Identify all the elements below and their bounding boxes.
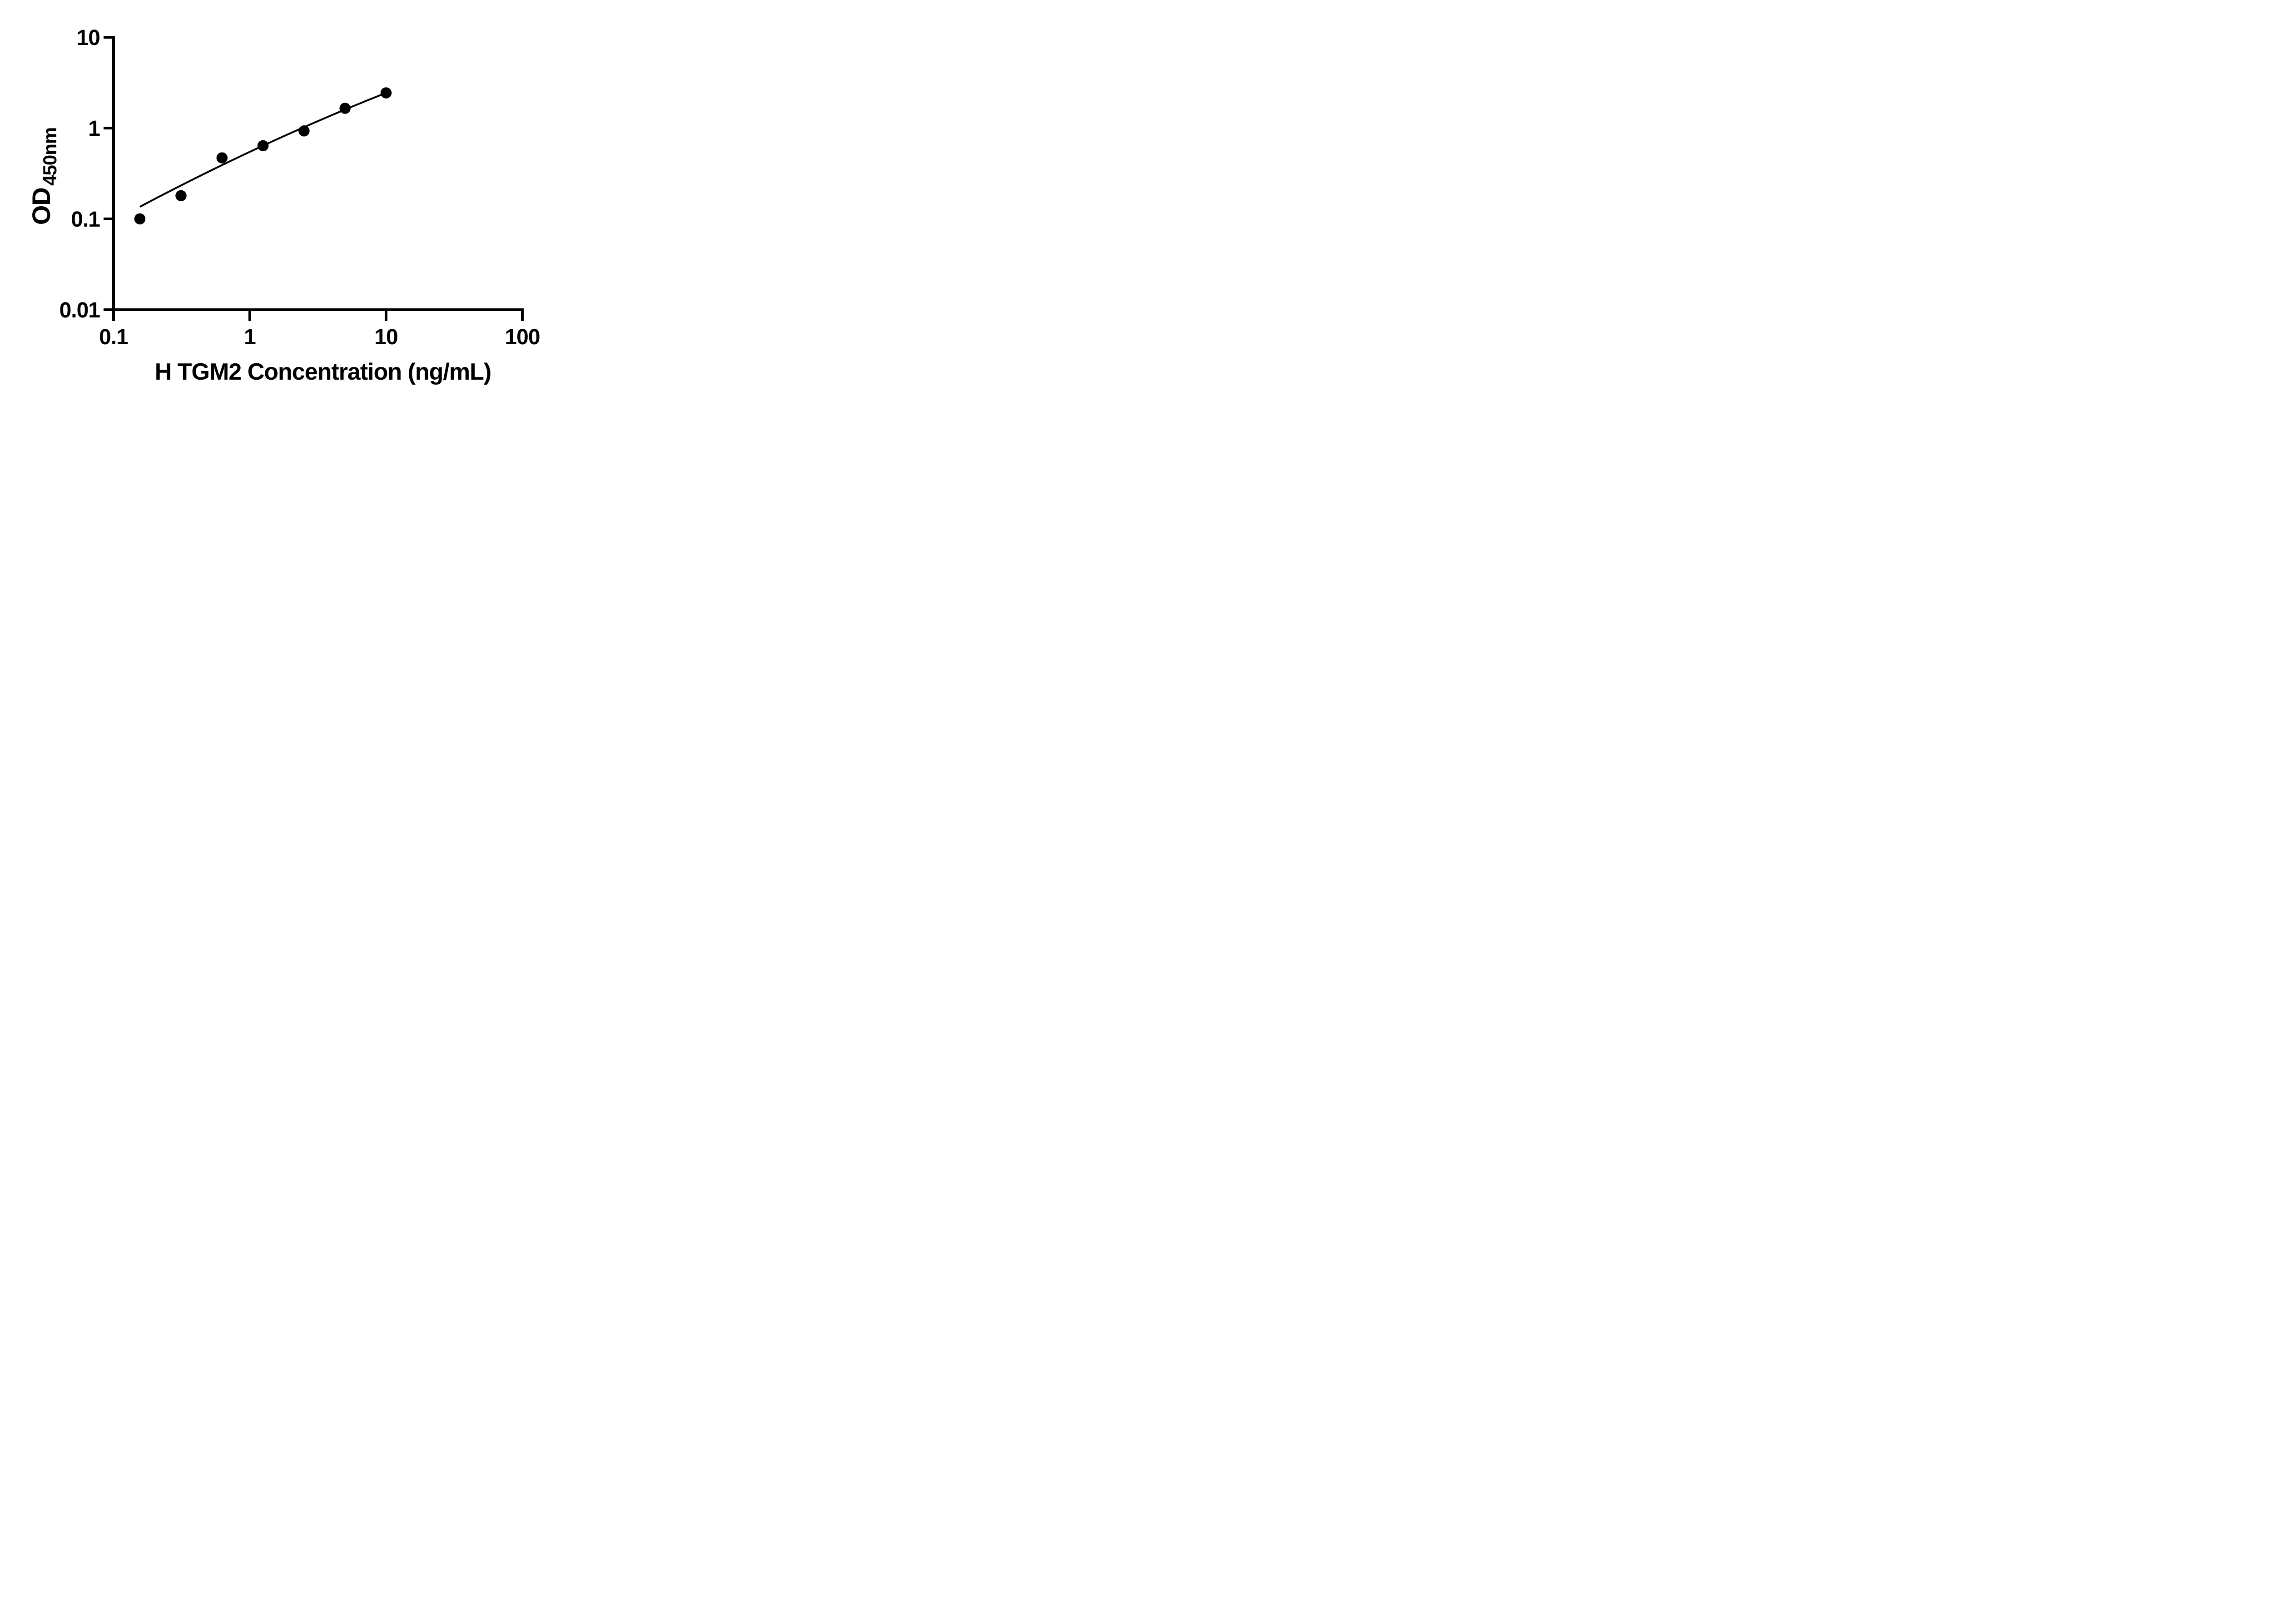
y-tick-label-1: 1 <box>88 117 100 141</box>
data-point <box>175 190 187 202</box>
y-axis-title-main: OD <box>27 188 55 225</box>
plot-canvas: 10 1 0.1 0.01 0.1 1 10 100 H TGM2 Concen… <box>27 26 540 385</box>
data-point <box>380 87 392 99</box>
data-point <box>134 213 146 225</box>
y-tick-label-0.1: 0.1 <box>71 208 100 232</box>
y-tick-label-10: 10 <box>77 26 100 50</box>
data-point <box>339 103 351 114</box>
data-points <box>134 87 392 225</box>
x-tick-label-100: 100 <box>505 325 540 349</box>
data-point <box>216 152 228 163</box>
x-tick-label-1: 1 <box>244 325 256 349</box>
x-tick-label-0.1: 0.1 <box>99 325 128 349</box>
data-point <box>257 140 269 152</box>
x-tick-label-10: 10 <box>374 325 397 349</box>
x-axis-title: H TGM2 Concentration (ng/mL) <box>155 359 491 385</box>
y-axis-title-subscript: 450nm <box>39 128 60 186</box>
elisa-standard-curve-figure: 10 1 0.1 0.01 0.1 1 10 100 H TGM2 Concen… <box>0 0 587 406</box>
data-point <box>298 125 310 137</box>
y-tick-label-0.01: 0.01 <box>60 298 100 322</box>
y-axis-title: OD 450nm <box>27 128 60 225</box>
